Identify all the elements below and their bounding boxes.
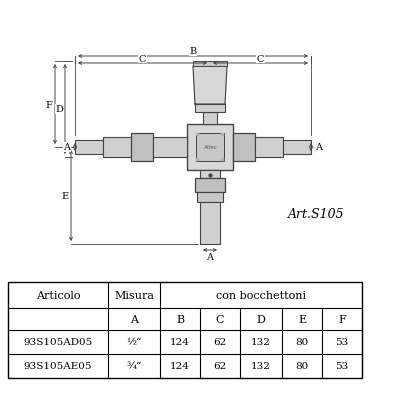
Bar [196,193,222,202]
Text: ¾“: ¾“ [126,362,142,371]
Polygon shape [193,67,227,105]
Bar [202,113,216,125]
Text: 80: 80 [294,362,308,371]
Bar [282,141,310,155]
Bar [196,159,198,162]
Bar [196,134,198,137]
Text: A: A [63,143,70,152]
Text: D: D [256,314,265,324]
Text: D: D [55,105,63,114]
Text: 132: 132 [250,338,270,347]
Text: F: F [337,314,345,324]
Bar [220,134,223,137]
Text: 132: 132 [250,362,270,371]
Text: con bocchettoni: con bocchettoni [216,290,305,300]
Bar [220,159,223,162]
Text: 124: 124 [170,362,189,371]
Bar [187,125,232,171]
Bar [193,62,227,67]
Text: A: A [315,143,322,152]
Text: Art.S105: Art.S105 [287,208,344,221]
Text: 93S105AE05: 93S105AE05 [24,362,92,371]
Text: A: A [206,253,213,262]
Bar [153,138,187,157]
Text: Altec: Altec [202,145,216,150]
Text: 53: 53 [335,362,348,371]
Text: E: E [297,314,305,324]
Text: 93S105AD05: 93S105AD05 [23,338,92,347]
Bar [195,105,225,113]
Bar [131,134,153,162]
Bar [200,202,220,245]
Text: Articolo: Articolo [36,290,80,300]
Text: C: C [215,314,224,324]
Text: C: C [256,54,263,63]
Text: Misura: Misura [114,290,154,300]
Text: E: E [61,191,68,200]
Text: A: A [130,314,138,324]
Text: C: C [139,54,146,63]
Text: B: B [175,314,184,324]
Bar [232,134,254,162]
Bar [196,134,223,162]
Text: ½“: ½“ [126,338,142,347]
Bar [75,141,103,155]
Text: 62: 62 [213,362,226,371]
Bar [195,179,225,193]
Text: 53: 53 [335,338,348,347]
Bar [8,282,361,378]
Text: F: F [45,100,52,109]
Text: 62: 62 [213,338,226,347]
Text: 124: 124 [170,338,189,347]
Text: 80: 80 [294,338,308,347]
Bar [103,138,131,157]
Text: B: B [189,47,196,56]
Bar [254,138,282,157]
Bar [200,171,220,179]
